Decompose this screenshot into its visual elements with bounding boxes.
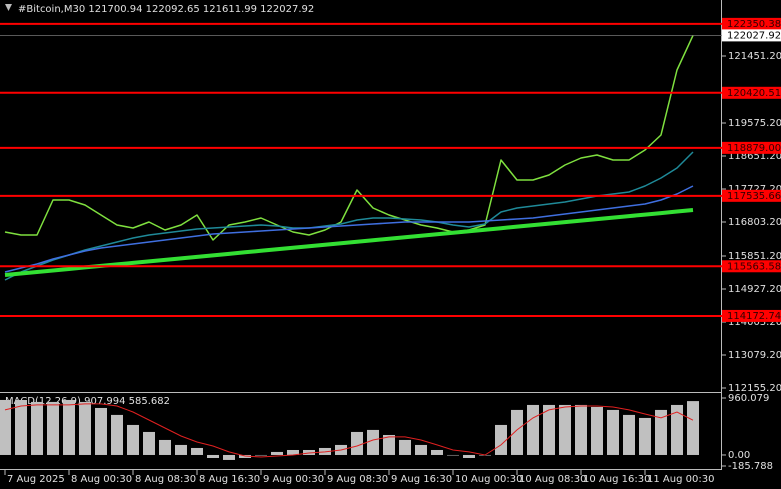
histogram-bar (207, 454, 219, 459)
histogram-bar (655, 409, 667, 455)
level-label: 122350.38 (727, 19, 781, 30)
histogram-bar (559, 404, 571, 455)
macd-title: MACD(12,26,9) 907.994 585.682 (5, 396, 170, 407)
histogram-bar (143, 431, 155, 455)
x-tick-label: 10 Aug 08:30 (519, 474, 586, 485)
histogram-bar (623, 414, 635, 455)
histogram-bar (671, 404, 683, 455)
histogram-bar (159, 439, 171, 455)
histogram-bar (399, 439, 411, 455)
histogram-bar (511, 409, 523, 455)
y-tick-label: 118651.20 (728, 151, 781, 162)
histogram-bar (47, 401, 59, 455)
level-label-box (722, 260, 781, 273)
histogram-bar (31, 401, 43, 455)
x-tick-label: 8 Aug 08:30 (135, 474, 196, 485)
y-tick-label: 0.00 (728, 450, 750, 461)
x-tick-label: 10 Aug 16:30 (583, 474, 650, 485)
y-tick-label: 119575.20 (728, 118, 781, 129)
histogram-bar (223, 454, 235, 460)
histogram-bar (287, 449, 299, 455)
x-tick-label: 9 Aug 08:30 (327, 474, 388, 485)
histogram-bar (79, 401, 91, 455)
y-tick-label: 113079.20 (728, 350, 781, 361)
histogram-bar (0, 399, 11, 455)
series-line (4, 208, 694, 277)
symbol-info: #Bitcoin,M30 121700.94 122092.65 121611.… (18, 4, 314, 15)
histogram-bar (191, 447, 203, 455)
y-tick-label: 117727.20 (728, 184, 781, 195)
histogram-bar (15, 399, 27, 455)
y-tick-label: 960.079 (728, 393, 769, 404)
level-label-box (722, 141, 781, 154)
histogram-bar (543, 404, 555, 455)
histogram-bar (175, 444, 187, 455)
level-label: 120420.51 (727, 88, 781, 99)
histogram-bar (431, 449, 443, 455)
x-tick-label: 8 Aug 16:30 (199, 474, 260, 485)
y-tick-label: 112155.20 (728, 383, 781, 394)
x-tick-label: 10 Aug 00:30 (455, 474, 522, 485)
histogram-bar (591, 406, 603, 455)
histogram-bar (527, 404, 539, 455)
level-label: 114172.74 (727, 311, 781, 322)
histogram-bar (367, 429, 379, 455)
histogram-bar (111, 414, 123, 455)
histogram-bar (463, 454, 475, 459)
y-tick-label: 116803.20 (728, 217, 781, 228)
x-tick-label: 9 Aug 16:30 (391, 474, 452, 485)
price-label: 122027.92 (727, 30, 781, 41)
histogram-bar (383, 434, 395, 455)
series-line (4, 35, 694, 241)
histogram-bar (639, 417, 651, 455)
histogram-bar (351, 431, 363, 455)
x-tick-label: 7 Aug 2025 (7, 474, 65, 485)
histogram-bar (271, 451, 283, 455)
histogram-bar (607, 409, 619, 455)
x-tick-label: 9 Aug 00:30 (263, 474, 324, 485)
histogram-bar (495, 424, 507, 455)
y-tick-label: 115851.20 (728, 251, 781, 262)
level-label: 115563.58 (727, 261, 781, 272)
x-tick-label: 8 Aug 00:30 (71, 474, 132, 485)
signal-line (4, 403, 694, 458)
histogram-bar (255, 454, 267, 456)
level-label-box (722, 86, 781, 99)
y-tick-label: -185.788 (728, 461, 773, 472)
level-label: 118879.00 (727, 143, 781, 154)
histogram-bar (63, 399, 75, 455)
level-label-box (722, 189, 781, 202)
series-line (4, 151, 694, 281)
level-label: 117535.66 (727, 191, 781, 202)
series-line (4, 185, 694, 273)
y-tick-label: 114927.20 (728, 284, 781, 295)
y-tick-label: 114003.20 (728, 317, 781, 328)
histogram-bar (575, 404, 587, 455)
level-label-box (722, 17, 781, 30)
price-label-box (722, 29, 781, 42)
histogram-bar (95, 407, 107, 455)
histogram-bar (415, 444, 427, 455)
y-tick-label: 121451.20 (728, 51, 781, 62)
symbol-icon (5, 4, 12, 11)
histogram-bar (303, 449, 315, 455)
histogram-bar (447, 454, 459, 456)
histogram-bar (127, 424, 139, 455)
level-label-box (722, 309, 781, 322)
x-tick-label: 11 Aug 00:30 (647, 474, 714, 485)
histogram-bar (687, 401, 699, 455)
